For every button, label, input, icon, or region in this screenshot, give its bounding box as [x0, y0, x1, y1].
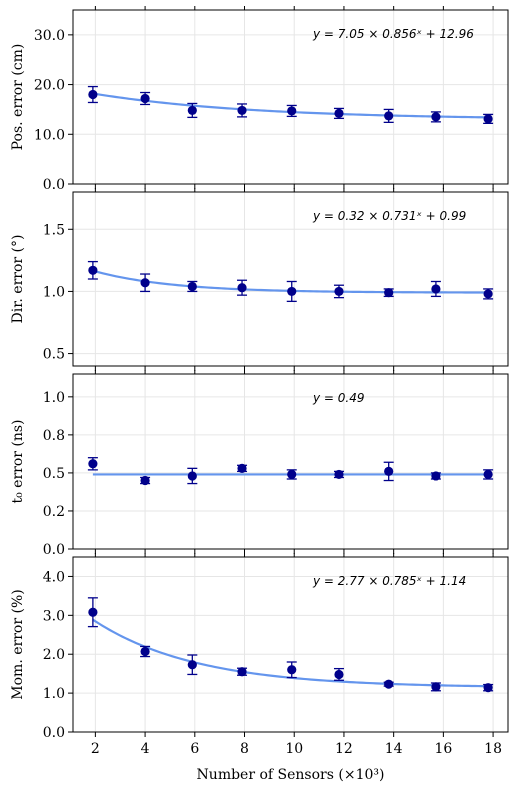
data-point	[88, 265, 98, 275]
data-point	[140, 646, 150, 657]
y-tick-label: 30.0	[34, 28, 65, 44]
y-tick-label: 1.0	[43, 686, 65, 702]
x-tick-label: 8	[240, 741, 249, 757]
x-axis-label: Number of Sensors (×10³)	[197, 767, 385, 783]
fit-equation-label: y = 7.05 × 0.856ˣ + 12.96	[312, 27, 474, 41]
fit-equation-label: y = 2.77 × 0.785ˣ + 1.14	[312, 574, 466, 588]
data-point	[140, 278, 150, 288]
data-point	[187, 105, 197, 116]
data-point	[483, 289, 493, 299]
data-point	[384, 466, 394, 476]
data-point	[287, 286, 297, 297]
x-tick-label: 6	[190, 741, 199, 757]
data-point	[431, 284, 441, 294]
y-tick-label: 1.5	[43, 222, 65, 238]
y-tick-label: 10.0	[34, 127, 65, 143]
data-point	[237, 283, 247, 293]
y-tick-label: 0.5	[43, 466, 65, 482]
data-point	[431, 471, 441, 481]
x-tick-label: 18	[484, 741, 502, 757]
axes-frame	[72, 191, 509, 367]
data-point	[237, 667, 247, 677]
x-tick-label: 12	[335, 741, 353, 757]
data-point	[88, 459, 98, 469]
y-tick-label: 0.0	[43, 542, 65, 558]
x-tick-label: 4	[141, 741, 150, 757]
y-tick-label: 0.5	[43, 347, 65, 363]
data-point	[384, 111, 394, 121]
axes-frame	[72, 9, 509, 185]
data-point	[140, 475, 150, 486]
data-point	[334, 669, 344, 680]
fit-equation-label: y = 0.49	[312, 391, 365, 405]
panel-t0: 0.0 0.2 0.5 0.8 1.0 t₀ error (ns) y = 0.49	[10, 370, 509, 558]
data-point	[483, 683, 493, 693]
y-axis-label: Dir. error (°)	[10, 235, 26, 324]
data-point	[334, 286, 344, 297]
data-point	[187, 660, 197, 670]
y-tick-label: 4.0	[43, 569, 65, 585]
data-point	[431, 682, 441, 692]
data-point	[237, 105, 247, 116]
data-point	[287, 469, 297, 480]
y-tick-label: 2.0	[43, 647, 65, 663]
fit-curve	[92, 618, 489, 688]
y-tick-label: 0.2	[43, 504, 65, 520]
panel-dir: 0.5 1.0 1.5 Dir. error (°) y = 0.32 × 0.731ˣ…	[10, 188, 509, 371]
y-tick-label: 1.0	[43, 284, 65, 300]
y-axis-label: t₀ error (ns)	[10, 419, 26, 503]
y-tick-label: 1.0	[43, 390, 65, 406]
x-tick-label: 2	[91, 741, 100, 757]
y-tick-label: 0.0	[43, 725, 65, 741]
y-axis-label: Pos. error (cm)	[10, 44, 26, 151]
data-point	[384, 288, 394, 298]
fit-equation-label: y = 0.32 × 0.731ˣ + 0.99	[312, 209, 466, 223]
data-point	[287, 106, 297, 116]
data-point	[237, 463, 247, 473]
y-axis-label: Mom. error (%)	[10, 589, 26, 699]
y-tick-label: 20.0	[34, 78, 65, 94]
data-point	[287, 665, 297, 675]
y-tick-label: 3.0	[43, 608, 65, 624]
y-tick-label: 0.0	[43, 177, 65, 193]
x-tick-label: 16	[434, 741, 452, 757]
x-tick-label: 14	[385, 741, 403, 757]
panel-pos: 0.0 10.0 20.0 30.0 Pos. error (cm) y = 7.05 ×…	[10, 6, 509, 193]
data-point	[187, 281, 197, 292]
data-point	[88, 607, 98, 617]
panel-mom: 2 4 6 8 10 12 14 16 18 0.0 1.0 2.0 3.0 4.0 Mom. error …	[10, 553, 509, 783]
data-point	[334, 108, 344, 119]
data-point	[483, 469, 493, 480]
data-point	[140, 93, 150, 104]
data-point	[384, 679, 394, 689]
axes-frame	[72, 373, 509, 550]
data-point	[431, 112, 441, 122]
y-tick-label: 0.8	[43, 428, 65, 444]
data-point	[334, 469, 344, 480]
x-tick-label: 10	[285, 741, 303, 757]
data-point	[483, 114, 493, 124]
data-point	[88, 89, 98, 100]
data-point	[187, 471, 197, 481]
axes-frame	[72, 556, 509, 733]
